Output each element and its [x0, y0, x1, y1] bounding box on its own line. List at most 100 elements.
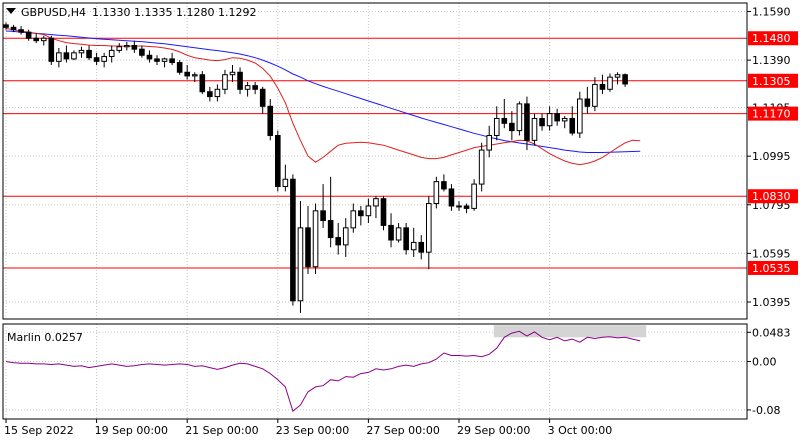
candle-48: [365, 198, 372, 223]
candle-81: [614, 72, 621, 85]
candle-33: [252, 82, 258, 95]
candle-43: [327, 176, 334, 248]
candle-body-7: [56, 52, 62, 62]
candle-5: [40, 35, 47, 46]
candle-10: [78, 46, 85, 58]
candle-body-63: [478, 149, 485, 185]
ohlc-values: 1.1330 1.1335 1.1280 1.1292: [92, 6, 256, 19]
candle-6: [48, 35, 55, 65]
candle-55: [418, 235, 425, 260]
indicator-line: [5, 330, 641, 412]
candle-body-36: [275, 134, 281, 188]
candle-body-9: [71, 52, 77, 60]
candle-body-62: [471, 183, 477, 209]
level-label-box-1: [748, 73, 798, 88]
candle-body-71: [539, 117, 545, 127]
level-label-box-2: [748, 106, 798, 121]
candle-50: [380, 196, 387, 231]
candle-body-1: [10, 26, 17, 31]
time-label-0: 15 Sep 2022: [4, 424, 74, 437]
candle-3: [25, 29, 32, 41]
time-label-6: 3 Oct 00:00: [548, 424, 613, 437]
candle-12: [93, 52, 100, 65]
candle-56: [426, 196, 432, 270]
candle-44: [335, 222, 341, 255]
indicator-highlight-band: [493, 325, 647, 338]
candle-body-49: [373, 198, 379, 207]
candle-30: [229, 64, 236, 82]
candle-46: [350, 203, 357, 233]
candle-79: [599, 74, 606, 95]
time-axis: 15 Sep 2022 19 Sep 00:00 21 Sep 00:00 23 Se…: [4, 419, 612, 437]
main-pane-frame: [2, 2, 748, 320]
candle-65: [493, 106, 500, 141]
candle-69: [524, 96, 530, 151]
candle-67: [509, 111, 515, 141]
candle-body-45: [342, 227, 349, 246]
candle-body-53: [403, 227, 409, 251]
candle-31: [237, 67, 243, 95]
candle-body-55: [418, 241, 425, 253]
candle-27: [207, 86, 213, 102]
candle-body-44: [335, 237, 341, 246]
candle-21: [161, 57, 168, 68]
candle-76: [577, 91, 583, 138]
dropdown-triangle-icon[interactable]: [6, 8, 16, 14]
candle-body-15: [116, 46, 123, 51]
candle-0: [3, 22, 9, 30]
candle-body-64: [486, 134, 492, 151]
candle-body-74: [561, 117, 568, 122]
time-label-2: 21 Sep 00:00: [185, 424, 258, 437]
candle-42: [320, 184, 326, 228]
candle-60: [456, 201, 462, 211]
candle-body-65: [493, 117, 500, 136]
candle-body-20: [154, 58, 160, 62]
candle-body-47: [358, 210, 364, 217]
candle-body-24: [184, 71, 190, 77]
candle-body-69: [524, 103, 530, 141]
candle-24: [184, 64, 190, 80]
candle-body-33: [252, 85, 258, 90]
candle-78: [592, 77, 598, 112]
candle-body-78: [592, 83, 598, 107]
time-label-5: 29 Sep 00:00: [457, 424, 530, 437]
candle-body-8: [63, 52, 70, 60]
candle-body-30: [229, 71, 236, 76]
indicator-tick-label-0: 0.0483: [752, 326, 791, 339]
level-label-0: 1.1480: [752, 32, 791, 45]
candle-75: [569, 106, 576, 136]
candle-63: [478, 142, 485, 192]
candle-body-14: [108, 49, 115, 57]
candle-35: [267, 99, 274, 141]
candle-body-48: [365, 205, 372, 217]
candle-80: [607, 73, 613, 92]
candle-body-32: [244, 85, 251, 90]
candle-23: [176, 60, 183, 75]
indicator-tick-label-2: -0.08: [752, 404, 780, 417]
candle-body-43: [327, 220, 334, 239]
time-label-1: 19 Sep 00:00: [95, 424, 168, 437]
candle-body-2: [18, 29, 24, 33]
candle-38: [290, 174, 296, 306]
candle-body-28: [214, 88, 221, 98]
candle-1: [10, 24, 17, 33]
candle-70: [531, 113, 538, 146]
candle-body-76: [577, 98, 583, 134]
candle-body-25: [191, 74, 198, 77]
candle-body-21: [161, 58, 168, 62]
indicator-pane-frame: [2, 323, 748, 420]
candle-37: [282, 164, 289, 192]
candle-body-4: [33, 37, 40, 42]
candle-body-57: [433, 181, 440, 205]
candle-body-67: [509, 122, 515, 132]
candle-body-42: [320, 210, 326, 222]
candle-14: [108, 45, 115, 63]
candle-body-11: [86, 49, 92, 59]
candle-body-72: [546, 113, 553, 127]
indicator-tick-label-1: 0.00: [752, 356, 777, 369]
candle-20: [154, 55, 160, 65]
level-label-1: 1.1305: [752, 75, 791, 88]
candle-body-81: [614, 74, 621, 78]
